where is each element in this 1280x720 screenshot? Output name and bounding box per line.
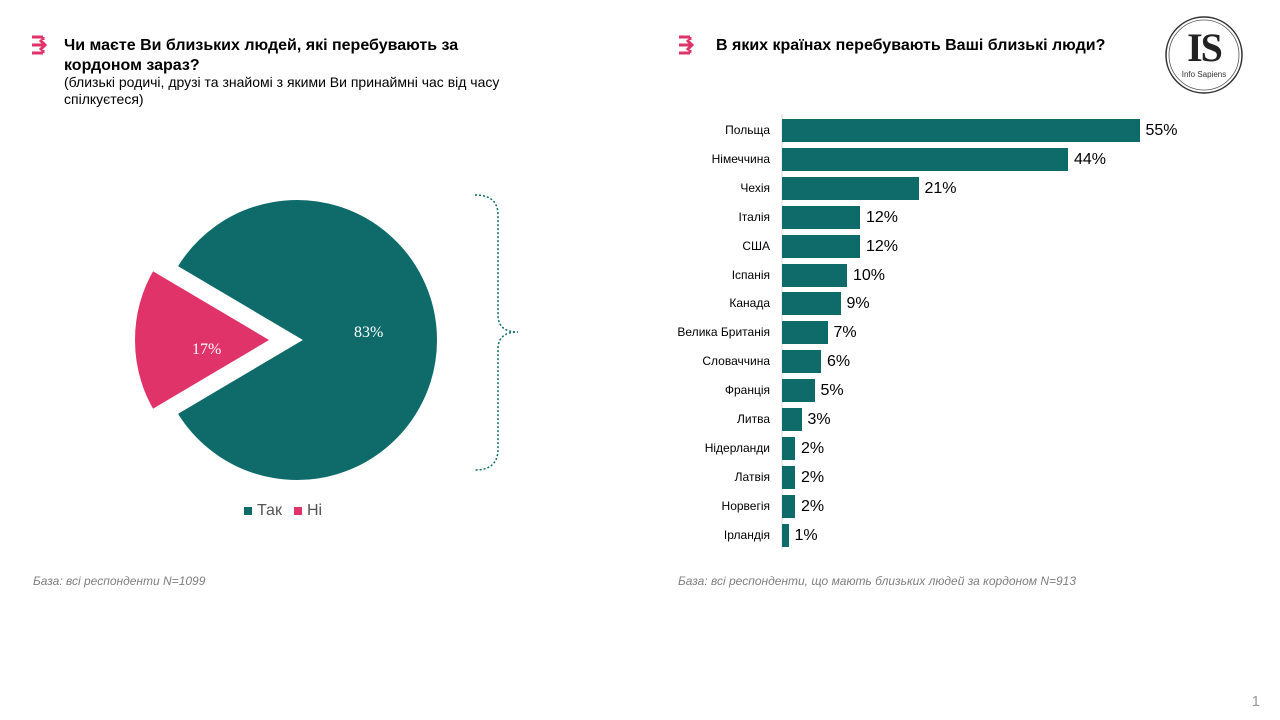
bar-value-label: 2% [801, 439, 825, 457]
right-base-note: База: всі респонденти, що мають близьких… [678, 574, 1077, 588]
bar [782, 379, 815, 403]
left-question-title: Чи маєте Ви близьких людей, які перебува… [64, 37, 459, 74]
bar-category-label: Італія [738, 209, 770, 224]
logo-letters: IS [1187, 25, 1223, 70]
bar [782, 408, 802, 431]
info-sapiens-logo: IS Info Sapiens [1163, 14, 1245, 96]
legend-item-no: Ні [293, 502, 323, 520]
bar-value-label: 1% [794, 526, 818, 544]
bar-value-label: 44% [1074, 150, 1107, 168]
bar [782, 465, 795, 489]
bar [782, 147, 1068, 171]
legend-label-no: Ні [306, 502, 323, 519]
pie-legend: Так Ні [244, 502, 322, 520]
bar-category-label: Литва [737, 412, 770, 426]
bar [782, 350, 821, 374]
bar-value-label: 9% [846, 295, 870, 313]
bar-value-label: 6% [827, 353, 851, 371]
bar [782, 321, 828, 345]
bar-category-label: Іспанія [731, 267, 770, 282]
bar-category-label: Словаччина [702, 354, 770, 369]
bar-value-label: 21% [924, 179, 957, 197]
bar-value-label: 12% [866, 237, 899, 255]
bar-category-label: Франція [724, 383, 770, 398]
bar-category-label: Латвія [734, 469, 770, 484]
arrow-bracket-icon [679, 35, 695, 55]
pie-slice-no [129, 263, 281, 417]
bar [782, 176, 919, 200]
bar-category-label: Норвегія [721, 498, 770, 513]
bar-value-label: 3% [807, 411, 831, 428]
bar-value-label: 10% [853, 266, 886, 284]
bar [782, 436, 795, 460]
page-number: 1 [1251, 693, 1260, 710]
left-base-note: База: всі респонденти N=1099 [33, 574, 206, 588]
bar-value-label: 12% [866, 208, 899, 226]
bar [782, 205, 860, 229]
bar [782, 292, 841, 316]
legend-label-yes: Так [257, 502, 282, 519]
pie-label-yes: 83% [354, 324, 384, 341]
legend-item-yes: Так [244, 502, 282, 520]
curly-brace [474, 194, 519, 471]
bar-category-label: Польща [725, 123, 770, 137]
left-question-subtitle: (близькі родичі, друзі та знайомі з яким… [64, 74, 500, 107]
arrow-bracket-icon [32, 35, 48, 55]
pie-chart [129, 194, 443, 486]
logo-circle-icon [1165, 16, 1243, 94]
bar-category-label: Ірландія [723, 527, 770, 542]
bar-value-label: 55% [1145, 122, 1178, 139]
pie-label-no: 17% [192, 341, 222, 358]
bar-value-label: 5% [820, 382, 844, 400]
bar [782, 119, 1140, 142]
bar-value-label: 7% [833, 324, 857, 342]
bar-category-label: Нідерланди [704, 440, 770, 455]
bar-category-label: Німеччина [711, 151, 770, 166]
bar-value-label: 2% [801, 497, 825, 515]
legend-swatch-yes [244, 507, 252, 515]
right-question-title: В яких країнах перебувають Ваші близькі … [716, 37, 1106, 54]
bar-category-label: Канада [729, 296, 770, 311]
bar [782, 234, 860, 258]
bar-value-label: 2% [801, 468, 825, 486]
bar [782, 523, 789, 547]
bar [782, 263, 847, 287]
bar-category-label: Велика Британія [677, 325, 770, 340]
pie-slice-yes [169, 194, 443, 486]
legend-swatch-no [293, 507, 302, 515]
bar-category-label: Чехія [740, 180, 770, 195]
bar [782, 494, 795, 518]
bar-category-label: США [742, 238, 770, 253]
logo-caption: Info Sapiens [1181, 70, 1227, 79]
